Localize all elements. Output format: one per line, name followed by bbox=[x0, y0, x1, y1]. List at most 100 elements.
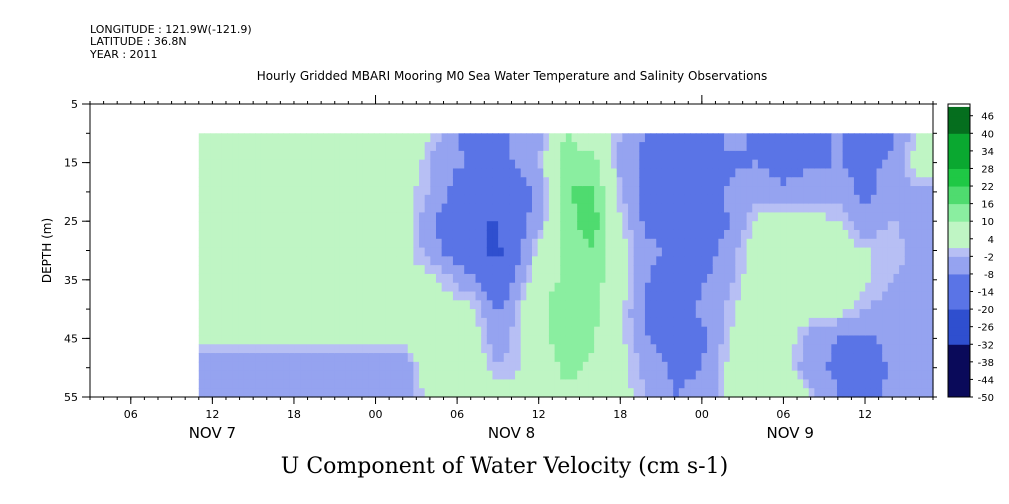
heatmap-cell bbox=[673, 317, 680, 328]
heatmap-cell bbox=[853, 177, 861, 187]
heatmap-cell bbox=[650, 177, 657, 187]
heatmap-cell bbox=[283, 142, 290, 152]
heatmap-cell bbox=[249, 238, 256, 249]
heatmap-cell bbox=[492, 212, 499, 222]
heatmap-cell bbox=[334, 353, 341, 363]
heatmap-cell bbox=[605, 273, 612, 284]
heatmap-cell bbox=[690, 159, 697, 170]
heatmap-cell bbox=[526, 247, 533, 257]
heatmap-cell bbox=[588, 388, 595, 398]
heatmap-cell bbox=[243, 177, 251, 187]
heatmap-cell bbox=[481, 344, 488, 354]
heatmap-cell bbox=[876, 317, 883, 328]
heatmap-cell bbox=[594, 309, 601, 319]
heatmap-cell bbox=[763, 379, 770, 389]
heatmap-cell bbox=[441, 133, 448, 143]
heatmap-cell bbox=[921, 221, 928, 231]
heatmap-cell bbox=[661, 300, 669, 310]
heatmap-cell bbox=[255, 353, 262, 363]
heatmap-cell bbox=[531, 379, 539, 389]
heatmap-cell bbox=[294, 177, 302, 187]
y-tick-label: 25 bbox=[64, 215, 78, 228]
heatmap-cell bbox=[441, 159, 448, 170]
heatmap-cell bbox=[328, 221, 335, 231]
heatmap-cell bbox=[746, 186, 753, 196]
heatmap-cell bbox=[543, 177, 550, 187]
heatmap-cell bbox=[243, 282, 251, 293]
heatmap-cell bbox=[870, 291, 878, 301]
heatmap-cell bbox=[628, 335, 635, 345]
heatmap-cell bbox=[373, 265, 381, 275]
heatmap-cell bbox=[554, 265, 561, 275]
heatmap-cell bbox=[390, 300, 398, 310]
heatmap-cell bbox=[255, 221, 262, 231]
heatmap-cell bbox=[260, 133, 268, 143]
heatmap-cell bbox=[718, 300, 725, 310]
heatmap-cell bbox=[853, 212, 861, 222]
heatmap-cell bbox=[678, 370, 686, 381]
heatmap-cell bbox=[277, 317, 285, 328]
heatmap-cell bbox=[791, 177, 799, 187]
heatmap-cell bbox=[373, 370, 381, 381]
heatmap-cell bbox=[893, 353, 900, 363]
heatmap-cell bbox=[306, 326, 313, 337]
heatmap-cell bbox=[435, 177, 443, 187]
heatmap-cell bbox=[509, 150, 516, 161]
heatmap-cell bbox=[577, 379, 584, 389]
heatmap-cell bbox=[243, 150, 251, 161]
heatmap-cell bbox=[266, 309, 273, 319]
heatmap-cell bbox=[255, 186, 262, 196]
heatmap-cell bbox=[571, 282, 578, 293]
heatmap-cell bbox=[452, 229, 460, 240]
heatmap-cell bbox=[486, 142, 494, 152]
heatmap-cell bbox=[791, 388, 799, 398]
heatmap-cell bbox=[464, 388, 471, 398]
heatmap-cell bbox=[475, 177, 482, 187]
heatmap-cell bbox=[227, 265, 234, 275]
heatmap-cell bbox=[565, 353, 573, 363]
heatmap-cell bbox=[435, 133, 443, 143]
heatmap-cell bbox=[543, 203, 550, 214]
heatmap-cell bbox=[594, 229, 601, 240]
heatmap-cell bbox=[724, 309, 731, 319]
heatmap-cell bbox=[616, 361, 623, 372]
heatmap-cell bbox=[633, 361, 640, 372]
heatmap-cell bbox=[368, 379, 375, 389]
heatmap-cell bbox=[283, 133, 290, 143]
heatmap-cell bbox=[515, 168, 522, 178]
heatmap-cell bbox=[424, 177, 431, 187]
heatmap-cell bbox=[503, 247, 511, 257]
heatmap-cell bbox=[435, 221, 443, 231]
heatmap-cell bbox=[633, 212, 640, 222]
heatmap-cell bbox=[306, 133, 313, 143]
heatmap-cell bbox=[238, 159, 245, 170]
heatmap-cell bbox=[803, 370, 810, 381]
heatmap-cell bbox=[701, 238, 708, 249]
heatmap-cell bbox=[616, 256, 623, 266]
heatmap-cell bbox=[266, 150, 273, 161]
heatmap-cell bbox=[870, 379, 878, 389]
heatmap-cell bbox=[362, 388, 369, 398]
heatmap-cell bbox=[814, 265, 821, 275]
heatmap-cell bbox=[396, 344, 403, 354]
heatmap-cell bbox=[498, 344, 505, 354]
heatmap-cell bbox=[379, 317, 386, 328]
heatmap-cell bbox=[306, 186, 313, 196]
heatmap-cell bbox=[695, 326, 703, 337]
heatmap-cell bbox=[628, 353, 635, 363]
heatmap-cell bbox=[390, 238, 398, 249]
heatmap-cell bbox=[300, 186, 307, 196]
heatmap-cell bbox=[825, 282, 832, 293]
heatmap-cell bbox=[599, 326, 607, 337]
heatmap-cell bbox=[249, 317, 256, 328]
heatmap-cell bbox=[323, 326, 330, 337]
heatmap-cell bbox=[469, 247, 477, 257]
heatmap-cell bbox=[808, 282, 815, 293]
heatmap-cell bbox=[266, 229, 273, 240]
heatmap-cell bbox=[323, 273, 330, 284]
heatmap-cell bbox=[639, 186, 646, 196]
heatmap-cell bbox=[272, 388, 279, 398]
heatmap-cell bbox=[266, 370, 273, 381]
heatmap-cell bbox=[921, 370, 928, 381]
heatmap-cell bbox=[707, 203, 714, 214]
